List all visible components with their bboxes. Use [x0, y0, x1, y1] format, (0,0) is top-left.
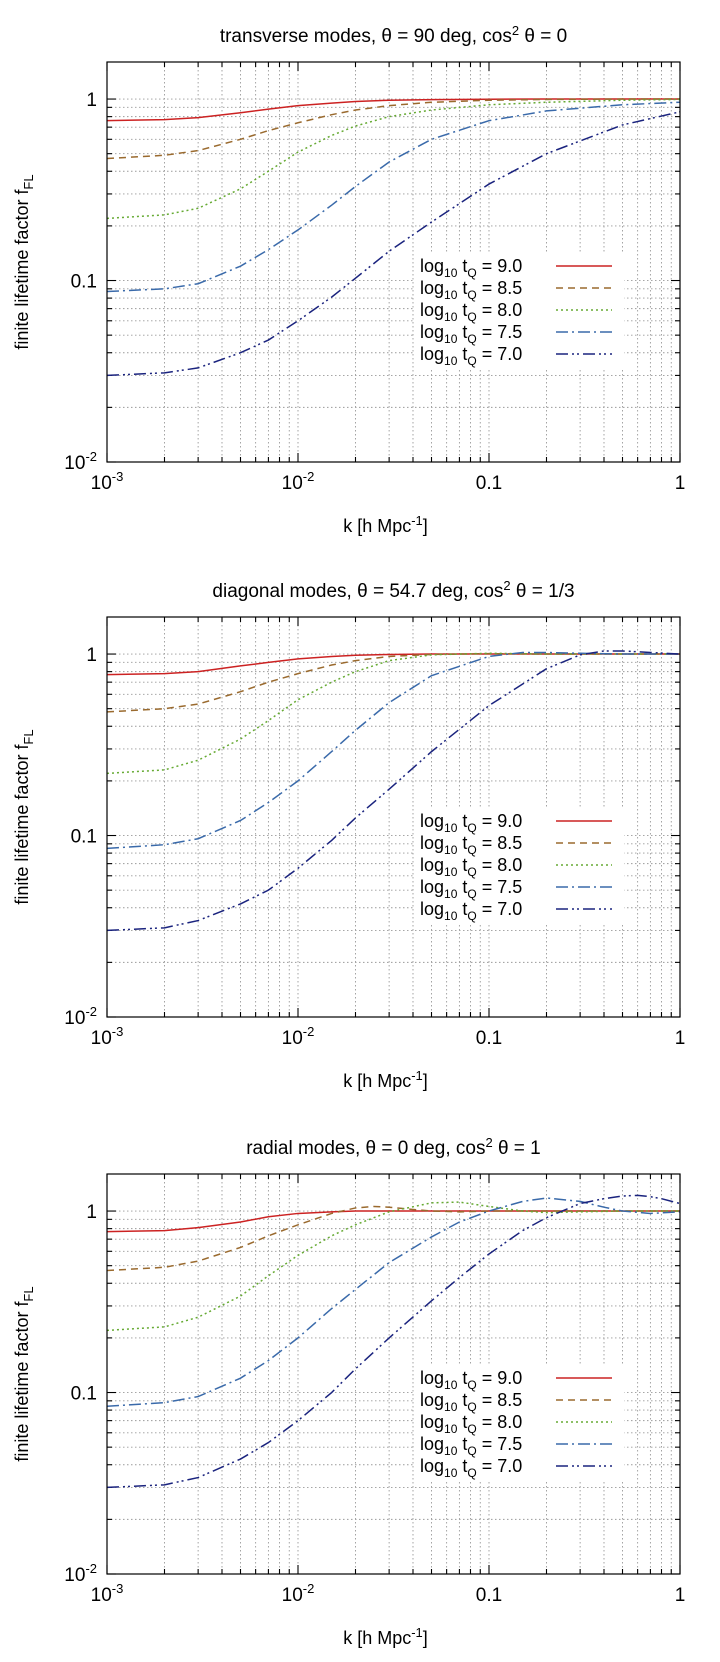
legend-label: log10 tQ = 8.5 — [420, 1390, 522, 1414]
chart-panel-1: transverse modes, θ = 90 deg, cos2 θ = 0… — [12, 23, 685, 536]
x-tick-label: 10-3 — [91, 469, 124, 494]
x-tick-label: 0.1 — [476, 1585, 502, 1606]
y-tick-label: 10-2 — [64, 1561, 97, 1586]
y-tick-label: 1 — [86, 645, 97, 666]
y-axis-label: finite lifetime factor fFL — [12, 729, 36, 904]
x-tick-label: 10-2 — [282, 469, 315, 494]
plot-frame — [106, 61, 681, 463]
chart-title: transverse modes, θ = 90 deg, cos2 θ = 0 — [220, 23, 567, 47]
legend-label: log10 tQ = 8.5 — [420, 278, 522, 302]
legend-label: log10 tQ = 8.0 — [420, 855, 522, 879]
y-tick-label: 0.1 — [71, 1384, 97, 1405]
x-tick-label: 1 — [675, 473, 686, 494]
legend-label: log10 tQ = 7.5 — [420, 1434, 522, 1458]
series-line-4 — [107, 101, 680, 293]
legend-background — [414, 807, 624, 925]
series-line-2 — [107, 652, 680, 713]
series-line-1 — [107, 98, 680, 122]
x-axis-label: k [h Mpc-1] — [343, 513, 428, 536]
y-tick-label: 1 — [86, 90, 97, 111]
x-axis-label: k [h Mpc-1] — [343, 1625, 428, 1648]
x-tick-label: 1 — [675, 1028, 686, 1049]
legend-label: log10 tQ = 7.5 — [420, 322, 522, 346]
legend-label: log10 tQ = 7.0 — [420, 899, 522, 923]
series-line-3 — [107, 652, 680, 775]
y-tick-label: 10-2 — [64, 1004, 97, 1029]
x-tick-label: 1 — [675, 1585, 686, 1606]
legend-label: log10 tQ = 7.0 — [420, 344, 522, 368]
legend-label: log10 tQ = 7.0 — [420, 1456, 522, 1480]
y-tick-label: 10-2 — [64, 449, 97, 474]
x-tick-label: 0.1 — [476, 1028, 502, 1049]
series-line-2 — [107, 98, 680, 160]
x-tick-label: 10-2 — [282, 1024, 315, 1049]
legend-label: log10 tQ = 7.5 — [420, 877, 522, 901]
chart-panel-2: diagonal modes, θ = 54.7 deg, cos2 θ = 1… — [12, 578, 685, 1091]
chart-panel-3: radial modes, θ = 0 deg, cos2 θ = 1 log10… — [12, 1135, 685, 1648]
legend-background — [414, 1364, 624, 1482]
y-tick-label: 0.1 — [71, 272, 97, 293]
chart-title: diagonal modes, θ = 54.7 deg, cos2 θ = 1… — [212, 578, 574, 602]
series-line-4 — [107, 1197, 680, 1408]
y-tick-label: 1 — [86, 1202, 97, 1223]
legend-label: log10 tQ = 8.0 — [420, 1412, 522, 1436]
legend-label: log10 tQ = 9.0 — [420, 1368, 522, 1392]
series-line-5 — [107, 650, 680, 932]
legend-label: log10 tQ = 9.0 — [420, 811, 522, 835]
plot-frame — [106, 1173, 681, 1575]
legend-background — [414, 252, 624, 370]
x-axis-label: k [h Mpc-1] — [343, 1068, 428, 1091]
y-tick-label: 0.1 — [71, 827, 97, 848]
x-tick-label: 10-3 — [91, 1024, 124, 1049]
legend-label: log10 tQ = 8.5 — [420, 833, 522, 857]
y-axis-label: finite lifetime factor fFL — [12, 174, 36, 349]
series-line-1 — [107, 1210, 680, 1233]
series-line-2 — [107, 1205, 680, 1272]
series-line-3 — [107, 1201, 680, 1332]
x-tick-label: 10-3 — [91, 1581, 124, 1606]
plot-frame — [106, 616, 681, 1018]
series-line-1 — [107, 653, 680, 676]
series-line-5 — [107, 111, 680, 377]
legend-label: log10 tQ = 8.0 — [420, 300, 522, 324]
y-axis-label: finite lifetime factor fFL — [12, 1286, 36, 1461]
chart-title: radial modes, θ = 0 deg, cos2 θ = 1 — [246, 1135, 541, 1159]
x-tick-label: 10-2 — [282, 1581, 315, 1606]
x-tick-label: 0.1 — [476, 473, 502, 494]
series-line-4 — [107, 651, 680, 850]
legend-label: log10 tQ = 9.0 — [420, 256, 522, 280]
